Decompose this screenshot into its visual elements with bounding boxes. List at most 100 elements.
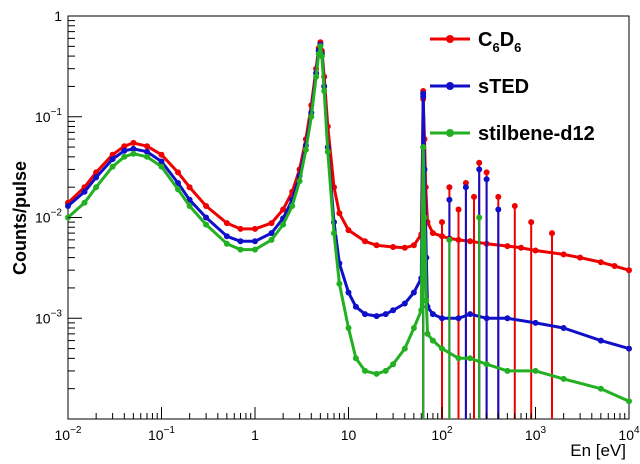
data-point-stilbene-d12	[121, 153, 128, 160]
data-point-stilbene-d12	[429, 337, 436, 344]
data-point-c6d6	[429, 230, 436, 237]
data-point-sted	[237, 238, 244, 245]
data-point-sted	[252, 238, 258, 245]
data-point-stilbene-d12	[318, 53, 325, 60]
data-point-c6d6	[597, 259, 604, 266]
legend-item-c6d6: C6D6	[430, 29, 521, 55]
data-point-sted	[455, 315, 462, 322]
data-point-stilbene-d12	[321, 88, 328, 94]
peak-marker-stilbene-d12	[420, 144, 427, 151]
data-point-stilbene-d12	[345, 325, 352, 331]
data-point-stilbene-d12	[401, 345, 408, 352]
peak-marker-sted	[462, 184, 469, 191]
data-point-sted	[130, 145, 137, 152]
peak-marker-c6d6	[549, 230, 555, 237]
data-point-sted	[560, 325, 567, 331]
data-point-stilbene-d12	[352, 355, 359, 362]
data-point-c6d6	[577, 254, 584, 261]
y-tick-label: 10−1	[35, 107, 62, 125]
peak-marker-sted	[476, 166, 483, 173]
data-point-c6d6	[518, 244, 524, 251]
peak-marker-sted	[495, 206, 502, 213]
peak-marker-c6d6	[439, 219, 445, 226]
x-tick-label: 104	[618, 425, 640, 443]
y-tick-label: 10−3	[35, 308, 62, 326]
legend-label-stilbene: stilbene-d12	[478, 123, 595, 145]
data-point-c6d6	[237, 225, 244, 232]
data-point-sted	[362, 311, 368, 318]
data-point-stilbene-d12	[483, 361, 490, 368]
data-point-stilbene-d12	[410, 325, 417, 331]
peak-marker-c6d6	[495, 193, 502, 200]
data-point-sted	[268, 230, 275, 237]
peak-marker-c6d6	[446, 184, 453, 191]
data-point-c6d6	[252, 225, 258, 232]
data-point-stilbene-d12	[324, 148, 331, 155]
data-point-c6d6	[532, 247, 539, 254]
data-point-stilbene-d12	[81, 199, 88, 206]
data-point-stilbene-d12	[93, 184, 100, 191]
data-point-stilbene-d12	[144, 153, 150, 160]
data-point-sted	[382, 311, 389, 318]
peak-marker-c6d6	[476, 159, 483, 166]
data-point-c6d6	[560, 251, 567, 258]
data-point-stilbene-d12	[289, 203, 296, 209]
data-point-c6d6	[401, 244, 408, 251]
x-tick-label: 103	[525, 425, 547, 443]
data-point-sted	[352, 303, 359, 310]
data-point-stilbene-d12	[268, 236, 275, 243]
tick-layer	[67, 20, 630, 420]
data-point-sted	[373, 313, 380, 320]
data-point-c6d6	[186, 184, 193, 191]
data-point-sted	[439, 315, 445, 322]
data-point-sted	[158, 158, 165, 165]
legend-marker-stilbene	[446, 129, 454, 137]
peak-marker-c6d6	[455, 206, 462, 213]
data-point-stilbene-d12	[252, 246, 258, 253]
data-point-stilbene-d12	[313, 73, 320, 80]
data-point-stilbene-d12	[455, 355, 462, 362]
y-tick-label: 1	[54, 8, 62, 24]
data-point-stilbene-d12	[302, 146, 309, 153]
data-point-stilbene-d12	[439, 345, 445, 352]
data-point-stilbene-d12	[336, 280, 343, 287]
legend-marker-sted	[446, 82, 454, 90]
data-point-c6d6	[223, 220, 230, 227]
data-point-sted	[65, 203, 71, 209]
data-point-c6d6	[203, 203, 210, 209]
data-point-sted	[504, 315, 511, 322]
data-point-stilbene-d12	[308, 113, 315, 120]
x-axis-title: En [eV]	[570, 441, 626, 460]
label-layer: 10−2 10−1 1 10 102 103 104 1 10−1 10−2 10−3	[35, 8, 640, 443]
x-tick-label: 10−2	[55, 425, 82, 443]
series-line-stilbene-d12	[67, 44, 630, 403]
data-point-c6d6	[410, 242, 417, 249]
data-point-c6d6	[336, 210, 343, 217]
data-point-stilbene-d12	[223, 240, 230, 247]
data-point-sted	[144, 148, 150, 155]
legend-label-c6d6: C6D6	[478, 29, 521, 55]
data-point-stilbene-d12	[130, 150, 137, 157]
data-point-stilbene-d12	[362, 367, 368, 374]
data-point-sted	[401, 300, 408, 307]
x-tick-label: 102	[431, 425, 453, 443]
data-point-stilbene-d12	[109, 163, 116, 170]
peak-marker-c6d6	[462, 180, 469, 186]
x-tick-label: 1	[251, 427, 259, 443]
data-point-sted	[390, 307, 397, 314]
data-point-stilbene-d12	[560, 375, 567, 382]
legend-label-sted: sTED	[478, 76, 529, 98]
peak-marker-c6d6	[483, 169, 490, 176]
data-point-c6d6	[280, 206, 287, 213]
data-point-sted	[597, 337, 604, 344]
plot-frame	[67, 15, 630, 420]
data-point-stilbene-d12	[373, 370, 380, 377]
peak-marker-c6d6	[471, 193, 477, 200]
data-point-c6d6	[345, 227, 352, 234]
data-point-stilbene-d12	[626, 398, 632, 405]
data-point-c6d6	[373, 242, 380, 249]
series-stilbene-d12	[65, 43, 632, 419]
data-point-sted	[410, 289, 417, 296]
peak-marker-c6d6	[528, 219, 535, 226]
